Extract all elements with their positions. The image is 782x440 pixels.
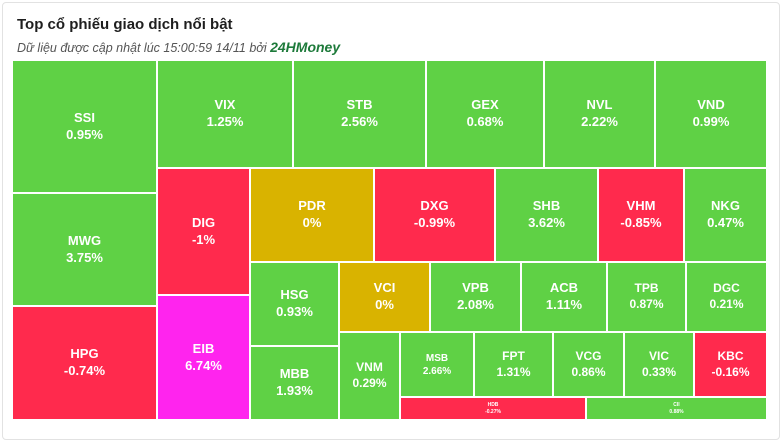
stock-tile-acb[interactable]: ACB 1.11% (521, 262, 607, 332)
stock-tile-vnd[interactable]: VND 0.99% (655, 60, 767, 168)
stock-change: -0.85% (620, 215, 662, 230)
stock-symbol: CII (673, 402, 680, 408)
stock-symbol: KBC (717, 348, 744, 363)
stock-symbol: VIC (648, 348, 669, 363)
stock-symbol: VCI (373, 280, 396, 296)
stock-change: 1.25% (206, 114, 244, 129)
stock-symbol: GEX (471, 97, 499, 113)
stock-change: -1% (191, 231, 216, 247)
stock-tile-mwg[interactable]: MWG 3.75% (12, 193, 157, 306)
stock-symbol: HDB (487, 402, 499, 408)
stock-symbol: NVL (586, 97, 613, 113)
brand-link[interactable]: 24HMoney (270, 39, 341, 55)
stock-tile-vhm[interactable]: VHM -0.85% (598, 168, 684, 262)
stock-tile-hsg[interactable]: HSG 0.93% (250, 262, 339, 346)
stock-symbol: MBB (279, 366, 310, 382)
stock-change: 0.86% (571, 364, 606, 379)
stock-change: 0.99% (692, 114, 730, 129)
stock-symbol: VPB (462, 280, 489, 296)
widget-title: Top cổ phiếu giao dịch nổi bật (17, 16, 233, 33)
stock-change: -0.27% (485, 408, 501, 415)
stock-change: 1.31% (496, 364, 531, 379)
stock-symbol: MWG (67, 232, 102, 248)
stock-tile-vci[interactable]: VCI 0% (339, 262, 430, 332)
stock-tile-msb[interactable]: MSB 2.66% (400, 332, 474, 397)
stock-tile-shb[interactable]: SHB 3.62% (495, 168, 598, 262)
stock-change: 0.33% (641, 364, 677, 379)
stock-symbol: VCG (575, 348, 602, 363)
stock-tile-fpt[interactable]: FPT 1.31% (474, 332, 553, 397)
stock-change: -0.16% (711, 364, 750, 379)
stock-tile-dig[interactable]: DIG -1% (157, 168, 250, 295)
stock-symbol: HPG (70, 346, 99, 362)
stock-change: 0.87% (629, 297, 664, 311)
stock-change: 0.29% (352, 376, 387, 390)
stock-change: 1.93% (276, 383, 313, 398)
update-timestamp: Dữ liệu được cập nhật lúc 15:00:59 14/11… (17, 41, 271, 55)
stock-tile-tpb[interactable]: TPB 0.87% (607, 262, 686, 332)
stock-symbol: HSG (280, 287, 309, 303)
stock-change: 3.62% (528, 215, 565, 230)
stock-symbol: VND (697, 97, 725, 113)
stock-symbol: VHM (626, 198, 656, 214)
stock-change: 3.75% (66, 249, 103, 265)
stock-tile-hpg[interactable]: HPG -0.74% (12, 306, 157, 420)
stock-change: 0.21% (709, 297, 744, 311)
stock-change: 0% (375, 297, 394, 312)
stock-symbol: MSB (425, 352, 449, 364)
stock-change: 0.68% (466, 114, 504, 129)
stock-change: 0.95% (66, 126, 103, 142)
stock-tile-cii[interactable]: CII 0.88% (586, 397, 767, 420)
stock-symbol: PDR (298, 198, 326, 214)
stock-change: 0% (302, 215, 322, 230)
stock-symbol: SHB (532, 198, 561, 214)
stock-tile-vnm[interactable]: VNM 0.29% (339, 332, 400, 420)
stock-change: 2.66% (422, 365, 452, 377)
stock-tile-dgc[interactable]: DGC 0.21% (686, 262, 767, 332)
stock-tile-hdb[interactable]: HDB -0.27% (400, 397, 586, 420)
stock-symbol: TPB (634, 281, 659, 296)
stock-symbol: ACB (549, 280, 579, 296)
stock-change: 2.22% (581, 114, 618, 129)
stock-tile-pdr[interactable]: PDR 0% (250, 168, 374, 262)
stock-symbol: SSI (74, 109, 95, 125)
stock-tile-dxg[interactable]: DXG -0.99% (374, 168, 495, 262)
stock-change: 0.88% (669, 408, 684, 415)
stock-change: 1.11% (545, 297, 583, 312)
stock-change: 0.93% (276, 304, 313, 319)
stock-symbol: VIX (214, 97, 236, 113)
stock-tile-ssi[interactable]: SSI 0.95% (12, 60, 157, 193)
stock-tile-vcg[interactable]: VCG 0.86% (553, 332, 624, 397)
stock-symbol: EIB (192, 340, 215, 356)
stock-symbol: DIG (191, 214, 216, 230)
stock-tile-nkg[interactable]: NKG 0.47% (684, 168, 767, 262)
stock-change: -0.74% (63, 363, 106, 378)
stock-tile-nvl[interactable]: NVL 2.22% (544, 60, 655, 168)
stock-tile-eib[interactable]: EIB 6.74% (157, 295, 250, 420)
update-info: Dữ liệu được cập nhật lúc 15:00:59 14/11… (17, 39, 340, 55)
stock-tile-vpb[interactable]: VPB 2.08% (430, 262, 521, 332)
stock-tile-kbc[interactable]: KBC -0.16% (694, 332, 767, 397)
stock-change: -0.99% (413, 215, 456, 230)
stock-change: 2.08% (457, 297, 494, 312)
stock-symbol: NKG (711, 198, 740, 214)
stock-symbol: VNM (356, 360, 383, 375)
stock-tile-vic[interactable]: VIC 0.33% (624, 332, 694, 397)
stock-heatmap: SSI 0.95% VIX 1.25% STB 2.56% GEX 0.68% … (12, 60, 767, 420)
stock-tile-stb[interactable]: STB 2.56% (293, 60, 426, 168)
stock-tile-vix[interactable]: VIX 1.25% (157, 60, 293, 168)
stock-tile-gex[interactable]: GEX 0.68% (426, 60, 544, 168)
stock-symbol: FPT (502, 348, 525, 363)
stock-symbol: DXG (420, 198, 449, 214)
stock-tile-mbb[interactable]: MBB 1.93% (250, 346, 339, 420)
stock-change: 6.74% (185, 357, 222, 373)
stock-symbol: STB (346, 97, 373, 113)
stock-change: 2.56% (341, 114, 378, 129)
stock-change: 0.47% (707, 215, 744, 230)
stock-symbol: DGC (713, 281, 740, 296)
